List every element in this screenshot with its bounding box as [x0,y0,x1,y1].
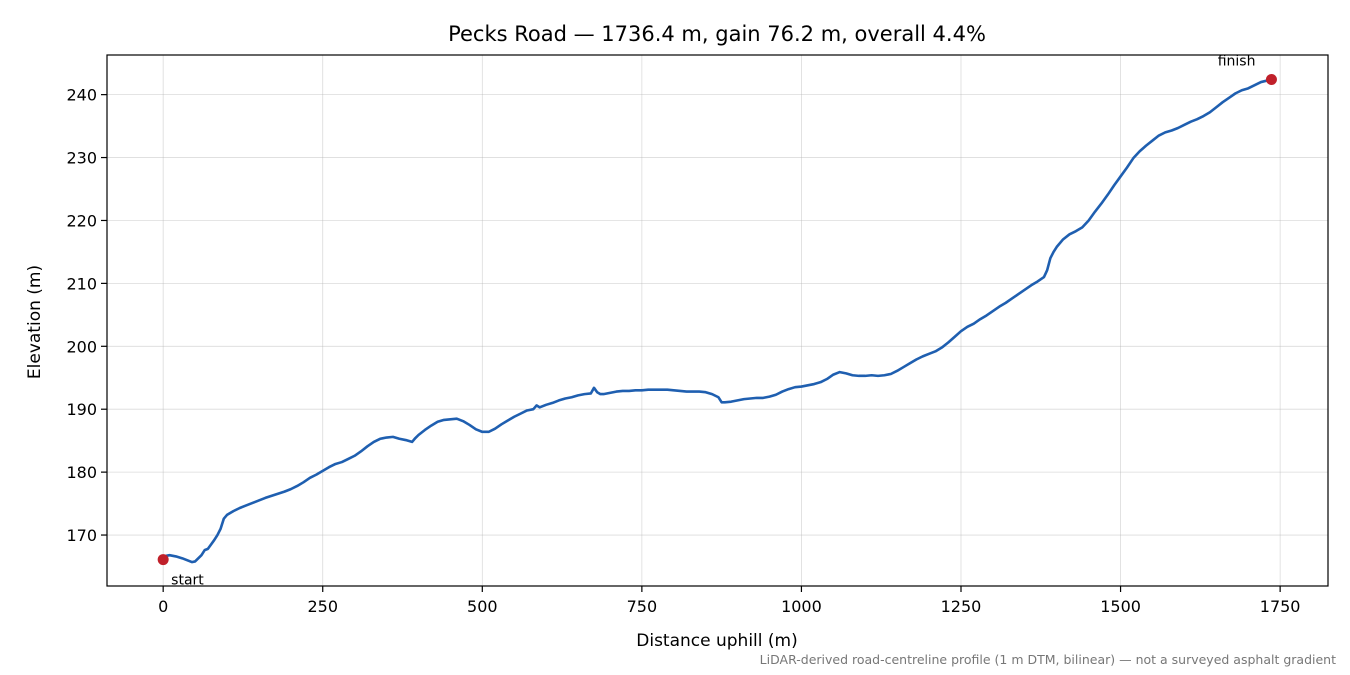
y-tick-label: 240 [66,86,97,105]
axis-ticks: 0 250 500 750 1000 1250 1500 1750 170 180 190 200 21… [66,86,1300,616]
y-tick-label: 190 [66,400,97,419]
x-tick-label: 500 [467,597,498,616]
x-tick-label: 1000 [781,597,822,616]
plot-frame [106,54,1329,587]
finish-marker [1265,74,1277,86]
x-axis-label: Distance uphill (m) [636,631,797,651]
y-tick-label: 210 [66,274,97,293]
y-tick-label: 180 [66,463,97,482]
x-tick-label: 1750 [1260,597,1301,616]
endpoint-markers: start finish [157,54,1277,589]
chart-title: Pecks Road — 1736.4 m, gain 76.2 m, over… [448,22,986,46]
grid [107,55,1328,586]
y-tick-label: 170 [66,526,97,545]
x-tick-label: 1500 [1100,597,1141,616]
y-axis-label: Elevation (m) [25,265,45,379]
start-annotation: start [171,573,204,589]
x-tick-label: 250 [307,597,338,616]
start-marker [157,554,169,566]
elevation-series-line [161,78,1273,564]
y-tick-label: 200 [66,337,97,356]
y-tick-label: 230 [66,149,97,168]
x-tick-label: 0 [158,597,168,616]
finish-annotation: finish [1218,54,1256,70]
plot-area [161,78,1273,564]
y-tick-label: 220 [66,211,97,230]
x-tick-label: 750 [627,597,658,616]
x-tick-label: 1250 [941,597,982,616]
footnote: LiDAR-derived road-centreline profile (1… [760,652,1336,667]
